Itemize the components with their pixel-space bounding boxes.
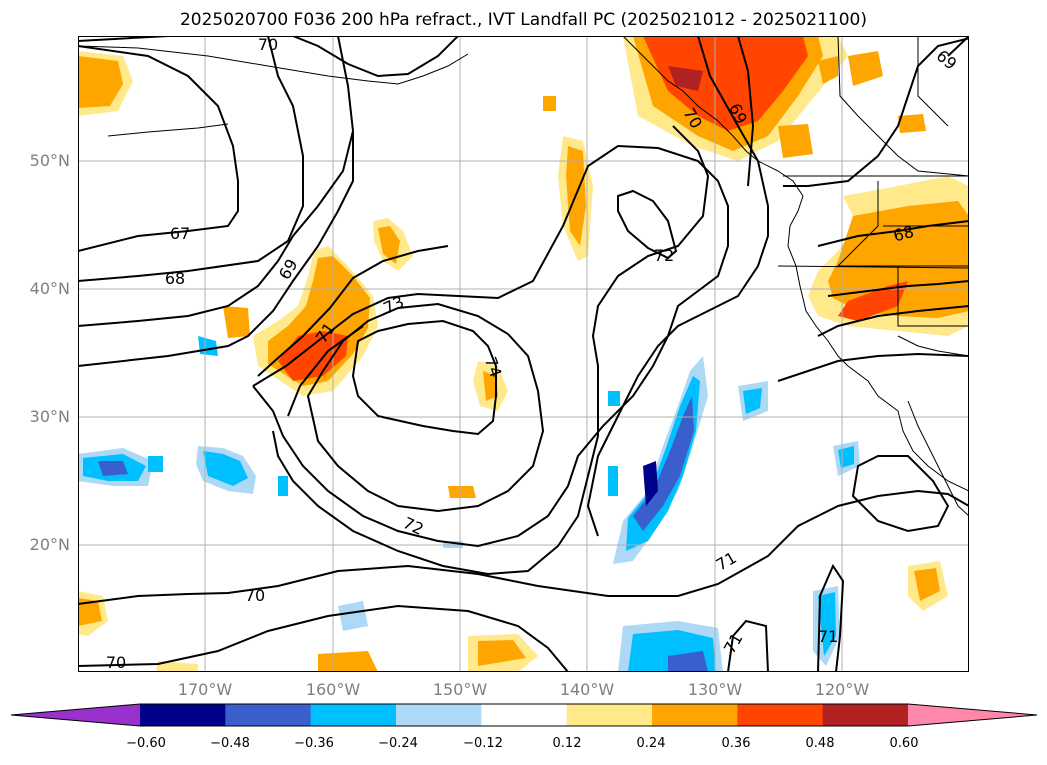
colorbar — [10, 703, 1038, 727]
colorbar-tick: −0.36 — [294, 736, 334, 751]
lon-label: 170°W — [177, 680, 233, 699]
lon-label: 140°W — [559, 680, 615, 699]
lon-label: 120°W — [814, 680, 870, 699]
contour-label: 71 — [818, 627, 838, 646]
colorbar-tick: 0.12 — [552, 736, 582, 751]
colorbar-extend-min — [11, 704, 140, 726]
colorbar-tick: 0.24 — [636, 736, 666, 751]
contour-label: 70 — [245, 586, 265, 605]
refractivity-contours — [78, 36, 969, 672]
chart-title: 2025020700 F036 200 hPa refract., IVT La… — [179, 10, 867, 30]
map-svg: 70 69 67 68 69 73 71 74 72 70 69 72 68 7… — [78, 36, 969, 672]
lat-lon-grid — [78, 36, 969, 672]
map-panel: 70 69 67 68 69 73 71 74 72 70 69 72 68 7… — [78, 36, 969, 672]
colorbar-segments — [10, 703, 1038, 727]
contour-labels: 70 69 67 68 69 73 71 74 72 70 69 72 68 7… — [106, 36, 961, 672]
colorbar-tick: 0.60 — [889, 736, 919, 751]
negative-anomaly-shading — [78, 336, 860, 672]
colorbar-tick: −0.24 — [378, 736, 418, 751]
colorbar-tick: −0.12 — [463, 736, 503, 751]
colorbar-segment — [737, 704, 824, 726]
lat-label: 40°N — [29, 279, 70, 298]
colorbar-segment — [481, 704, 568, 726]
colorbar-tick: 0.48 — [805, 736, 835, 751]
colorbar-segment — [310, 704, 397, 726]
contour-label: 71 — [713, 548, 740, 575]
contour-label: 68 — [891, 222, 916, 246]
coastlines — [78, 36, 969, 517]
colorbar-segment — [225, 704, 312, 726]
lat-label: 50°N — [29, 151, 70, 170]
colorbar-segment — [822, 704, 909, 726]
contour-label: 72 — [654, 246, 674, 265]
lon-label: 150°W — [432, 680, 488, 699]
colorbar-segment — [652, 704, 738, 726]
contour-label: 70 — [258, 36, 278, 54]
contour-label: 67 — [170, 224, 190, 243]
lat-label: 20°N — [29, 535, 70, 554]
colorbar-segment — [396, 704, 482, 726]
colorbar-segment — [566, 704, 653, 726]
contour-label: 71 — [720, 630, 747, 657]
contour-label: 69 — [933, 46, 961, 74]
contour-label: 68 — [165, 269, 185, 288]
colorbar-segment — [140, 704, 226, 726]
colorbar-extend-max — [908, 704, 1037, 726]
colorbar-tick: −0.60 — [126, 736, 166, 751]
colorbar-tick: 0.36 — [721, 736, 751, 751]
colorbar-tick: −0.48 — [210, 736, 250, 751]
lon-label: 130°W — [687, 680, 743, 699]
lon-label: 160°W — [305, 680, 361, 699]
lat-label: 30°N — [29, 407, 70, 426]
contour-label: 72 — [400, 513, 426, 539]
colorbar-outline — [10, 703, 1038, 727]
contour-label: 70 — [106, 653, 126, 672]
